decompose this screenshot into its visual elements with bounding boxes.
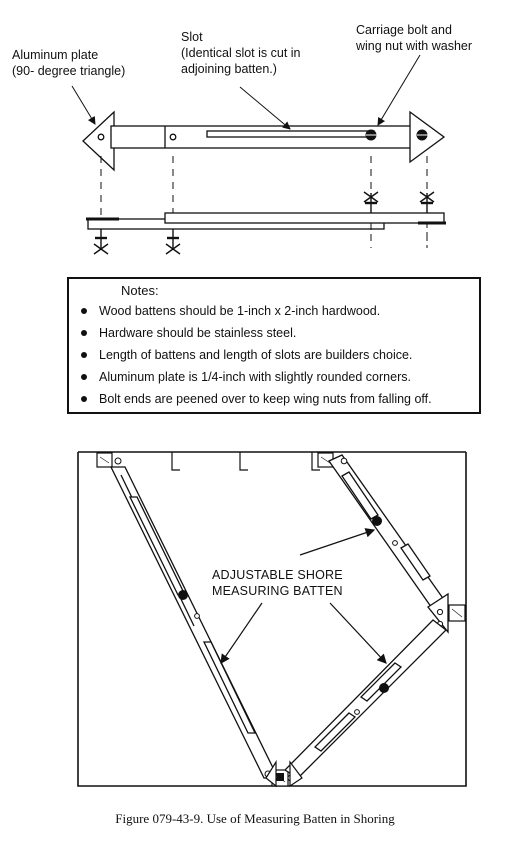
notes-title: Notes: (121, 283, 159, 298)
list-item: Hardware should be stainless steel. (79, 322, 432, 344)
list-item: Length of battens and length of slots ar… (79, 344, 432, 366)
aluminum-plate-label: (90- degree triangle) (12, 64, 126, 78)
slot-label: adjoining batten.) (181, 62, 277, 76)
bullet-icon (81, 396, 87, 402)
left-shore-batten (109, 466, 280, 779)
batten-top-view (82, 110, 446, 172)
lower-right-shore-batten (283, 619, 447, 779)
measuring-batten-callout: ADJUSTABLE SHORE (212, 568, 343, 582)
list-item: Bolt ends are peened over to keep wing n… (79, 388, 432, 410)
upper-right-shore-batten (328, 454, 448, 612)
bullet-icon (81, 330, 87, 336)
figure-caption: Figure 079-43-9. Use of Measuring Batten… (115, 811, 395, 826)
bullet-icon (81, 352, 87, 358)
slot-label: (Identical slot is cut in (181, 46, 301, 60)
carriage-bolt-label: wing nut with washer (356, 39, 473, 53)
measuring-batten-callout: MEASURING BATTEN (212, 584, 343, 598)
carriage-bolt-label: Carriage bolt and (356, 23, 452, 37)
bullet-icon (81, 374, 87, 380)
list-item: Wood battens should be 1-inch x 2-inch h… (79, 300, 432, 322)
aluminum-plate-label: Aluminum plate (12, 48, 99, 62)
wing-nut-icon (93, 191, 435, 255)
slot-label: Slot (181, 30, 203, 44)
notes-box (67, 277, 481, 414)
bullet-icon (81, 308, 87, 314)
top-ticks (171, 452, 320, 471)
batten-side-view (87, 212, 445, 230)
list-item: Aluminum plate is 1/4-inch with slightly… (79, 366, 432, 388)
notes-list: Wood battens should be 1-inch x 2-inch h… (79, 300, 432, 410)
